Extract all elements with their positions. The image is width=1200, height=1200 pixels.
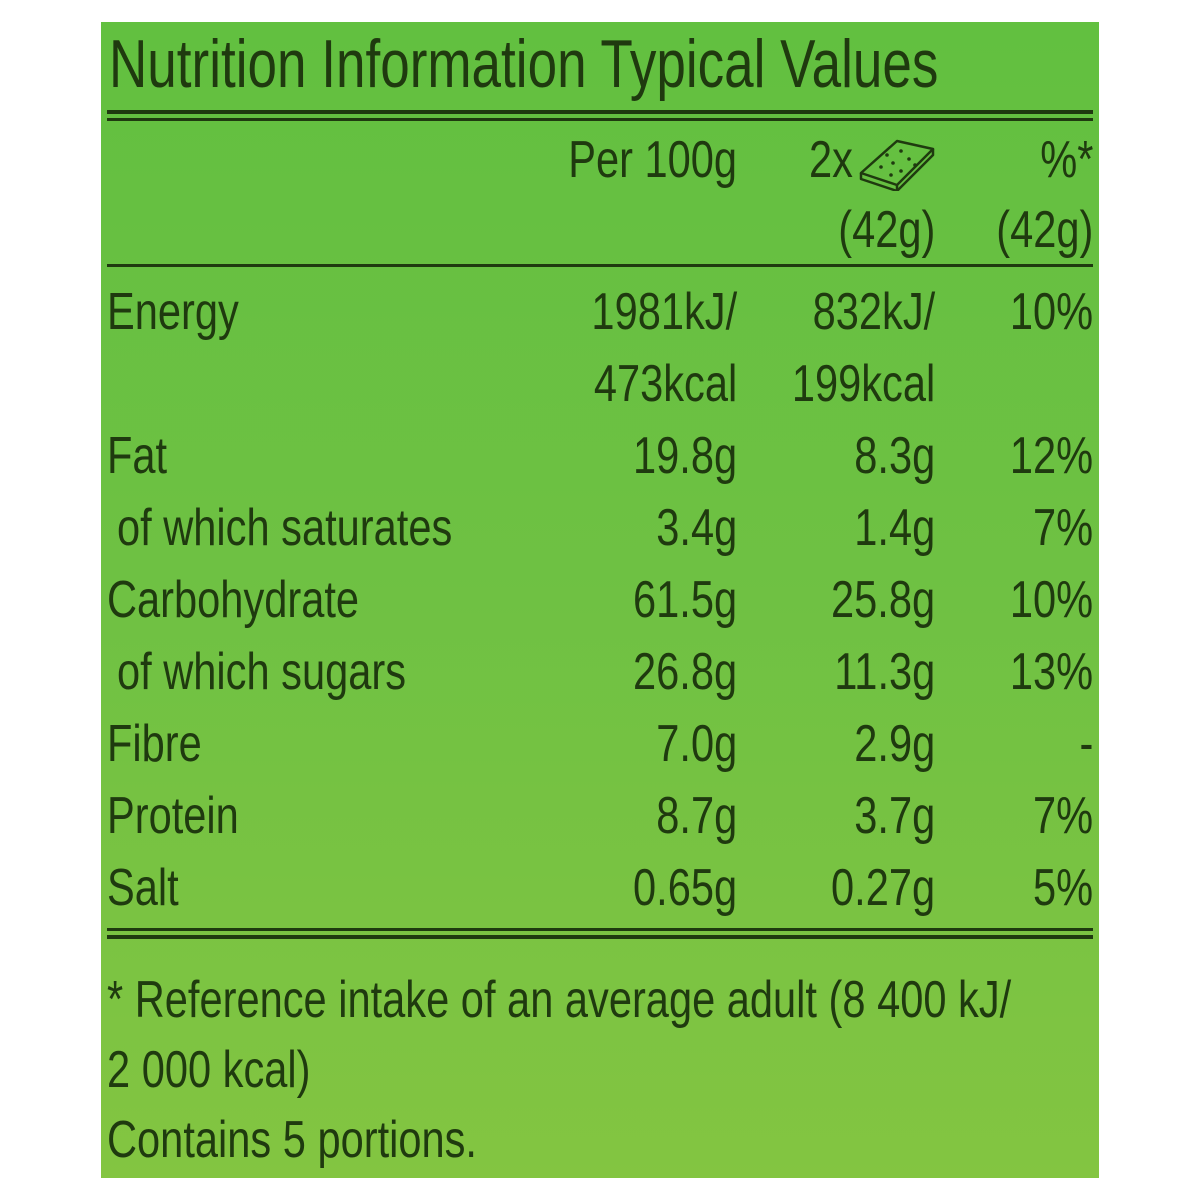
row-sugars-ri: 13% bbox=[1009, 643, 1093, 701]
row-energy-label: Energy bbox=[107, 283, 239, 341]
row-fat-portion: 8.3g bbox=[854, 427, 935, 485]
header-portion-weight: (42g) bbox=[837, 201, 935, 259]
row-sugars-per100: 26.8g bbox=[632, 643, 737, 701]
row-energy-per100-kcal: 473kcal bbox=[593, 355, 737, 413]
footer-rule bbox=[107, 928, 1093, 931]
row-salt-label: Salt bbox=[107, 859, 179, 917]
header-ri: %* bbox=[1039, 131, 1093, 189]
row-fat-per100: 19.8g bbox=[632, 427, 737, 485]
row-sugars-label: of which sugars bbox=[117, 643, 407, 701]
row-protein-portion: 3.7g bbox=[854, 787, 935, 845]
row-carbohydrate-portion: 25.8g bbox=[830, 571, 935, 629]
row-protein-per100: 8.7g bbox=[656, 787, 737, 845]
row-saturates-ri: 7% bbox=[1032, 499, 1093, 557]
row-salt-ri: 5% bbox=[1032, 859, 1093, 917]
row-sugars-portion: 11.3g bbox=[833, 643, 935, 701]
row-protein-ri: 7% bbox=[1032, 787, 1093, 845]
header-portion: 2x bbox=[798, 131, 935, 192]
portions-note: Contains 5 portions. bbox=[107, 1111, 477, 1169]
row-fat-ri: 12% bbox=[1009, 427, 1093, 485]
header-rule bbox=[107, 264, 1093, 267]
footer-rule-thick bbox=[107, 935, 1093, 939]
row-carbohydrate-ri: 10% bbox=[1009, 571, 1093, 629]
row-fibre-ri: - bbox=[1079, 715, 1093, 773]
row-energy-portion-kj: 832kJ/ bbox=[812, 283, 935, 341]
nutrition-panel: Nutrition Information Typical Values Per… bbox=[101, 22, 1099, 1178]
row-saturates-portion: 1.4g bbox=[854, 499, 935, 557]
row-salt-portion: 0.27g bbox=[830, 859, 935, 917]
row-fibre-label: Fibre bbox=[107, 715, 202, 773]
footnote-line-2: 2 000 kcal) bbox=[107, 1041, 311, 1099]
title-rule-thin bbox=[107, 118, 1093, 121]
row-saturates-label: of which saturates bbox=[117, 499, 453, 557]
row-fibre-per100: 7.0g bbox=[656, 715, 737, 773]
header-portion-count: 2x bbox=[809, 131, 853, 189]
row-salt-per100: 0.65g bbox=[632, 859, 737, 917]
header-ri-weight: (42g) bbox=[995, 201, 1093, 259]
panel-title: Nutrition Information Typical Values bbox=[109, 26, 939, 102]
row-fibre-portion: 2.9g bbox=[854, 715, 935, 773]
cereal-bar-icon bbox=[859, 140, 935, 192]
row-saturates-per100: 3.4g bbox=[656, 499, 737, 557]
row-fat-label: Fat bbox=[107, 427, 168, 485]
footnote-line-1: * Reference intake of an average adult (… bbox=[107, 971, 1012, 1029]
title-rule bbox=[107, 110, 1093, 114]
row-energy-per100-kj: 1981kJ/ bbox=[591, 283, 737, 341]
row-energy-ri: 10% bbox=[1009, 283, 1093, 341]
row-carbohydrate-per100: 61.5g bbox=[632, 571, 737, 629]
row-energy-portion-kcal: 199kcal bbox=[791, 355, 935, 413]
row-protein-label: Protein bbox=[107, 787, 239, 845]
row-carbohydrate-label: Carbohydrate bbox=[107, 571, 360, 629]
header-per100: Per 100g bbox=[568, 131, 737, 189]
